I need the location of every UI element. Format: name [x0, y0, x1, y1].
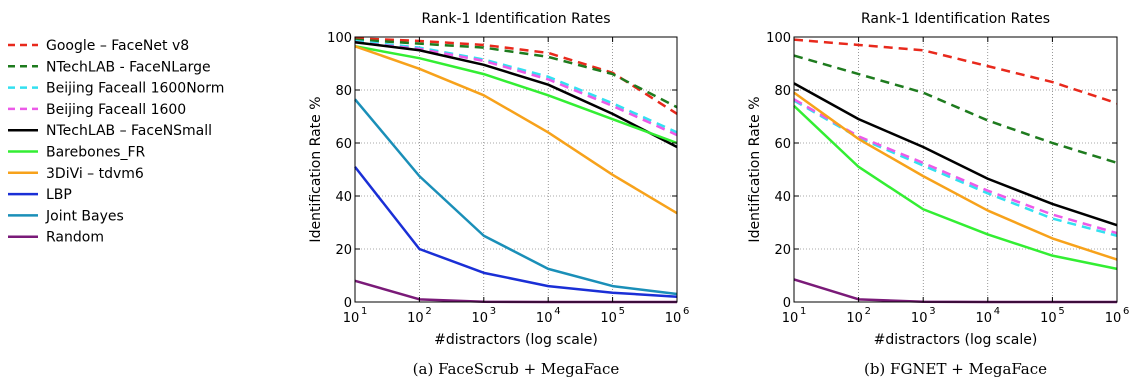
y-axis-label: Identification Rate %	[308, 96, 324, 242]
y-tick-label-4: 80	[774, 84, 791, 99]
y-tick-label-3: 60	[335, 137, 352, 152]
plot-frame	[793, 36, 1118, 303]
x-tick-exp-3: 4	[554, 306, 560, 317]
x-tick-label-1: 10	[407, 311, 424, 326]
x-tick-label-1: 10	[846, 311, 863, 326]
y-tick-label-1: 20	[774, 243, 791, 258]
legend-label-7: LBP	[46, 187, 72, 203]
series-line-0	[793, 38, 1118, 105]
series-line-1	[793, 54, 1118, 165]
series-line-4	[354, 41, 678, 149]
chart-title: Rank-1 Identification Rates	[421, 11, 610, 27]
x-tick-exp-3: 4	[994, 306, 1000, 317]
y-axis-label: Identification Rate %	[747, 96, 763, 242]
x-tick-label-3: 10	[976, 311, 993, 326]
legend-label-9: Random	[46, 230, 104, 246]
figure-caption: (a) FaceScrub + MegaFace	[413, 360, 620, 378]
series-line-2	[793, 99, 1118, 237]
series-line-9	[793, 278, 1117, 304]
x-tick-label-0: 10	[782, 311, 799, 326]
y-tick-label-1: 20	[335, 243, 352, 258]
legend: Google – FaceNet v8 NTechLAB - FaceNLarge…	[8, 38, 224, 246]
series-line-9	[354, 279, 677, 304]
x-tick-label-3: 10	[536, 311, 553, 326]
series-line-8	[354, 98, 678, 296]
y-tick-label-2: 40	[774, 190, 791, 205]
series-line-5	[354, 45, 678, 145]
legend-label-1: NTechLAB - FaceNLarge	[46, 59, 211, 75]
x-axis-label: #distractors (log scale)	[874, 332, 1038, 348]
y-tick-label-5: 100	[327, 31, 352, 46]
y-tick-label-4: 80	[335, 84, 352, 99]
y-tick-label-5: 100	[766, 31, 791, 46]
x-tick-exp-5: 6	[683, 306, 689, 317]
x-axis-label: #distractors (log scale)	[434, 332, 598, 348]
legend-label-6: 3DiVi – tdvm6	[46, 166, 144, 182]
y-tick-label-3: 60	[774, 137, 791, 152]
x-tick-exp-0: 1	[800, 306, 806, 317]
legend-label-5: Barebones_FR	[46, 145, 146, 161]
x-tick-label-2: 10	[911, 311, 928, 326]
x-tick-label-4: 10	[1040, 311, 1057, 326]
series-line-0	[354, 37, 678, 115]
x-tick-exp-4: 5	[619, 306, 625, 317]
x-tick-exp-2: 3	[490, 306, 496, 317]
legend-label-4: NTechLAB – FaceNSmall	[46, 123, 212, 139]
legend-label-3: Beijing Faceall 1600	[46, 102, 186, 118]
x-tick-exp-4: 5	[1058, 306, 1064, 317]
figure-caption: (b) FGNET + MegaFace	[864, 360, 1047, 378]
y-tick-label-0: 0	[344, 296, 352, 311]
x-tick-exp-0: 1	[361, 306, 367, 317]
series-line-5	[793, 104, 1118, 271]
x-tick-label-5: 10	[1105, 311, 1122, 326]
x-tick-exp-5: 6	[1123, 306, 1129, 317]
plot-frame	[354, 36, 678, 303]
x-tick-exp-2: 3	[929, 306, 935, 317]
x-tick-label-2: 10	[472, 311, 489, 326]
series-line-1	[354, 38, 678, 109]
series-line-6	[354, 45, 678, 215]
x-tick-label-0: 10	[343, 311, 360, 326]
x-tick-label-4: 10	[600, 311, 617, 326]
series-line-6	[793, 91, 1118, 261]
legend-label-2: Beijing Faceall 1600Norm	[46, 81, 224, 97]
series-line-3	[793, 98, 1118, 235]
y-tick-label-2: 40	[335, 190, 352, 205]
legend-label-0: Google – FaceNet v8	[46, 38, 189, 54]
x-tick-exp-1: 2	[425, 306, 431, 317]
series-line-7	[354, 166, 678, 298]
chart-title: Rank-1 Identification Rates	[861, 11, 1050, 27]
series-line-4	[793, 82, 1118, 227]
x-tick-exp-1: 2	[865, 306, 871, 317]
x-tick-label-5: 10	[665, 311, 682, 326]
legend-label-8: Joint Bayes	[45, 208, 124, 224]
y-tick-label-0: 0	[783, 296, 791, 311]
series-line-2	[354, 39, 678, 134]
